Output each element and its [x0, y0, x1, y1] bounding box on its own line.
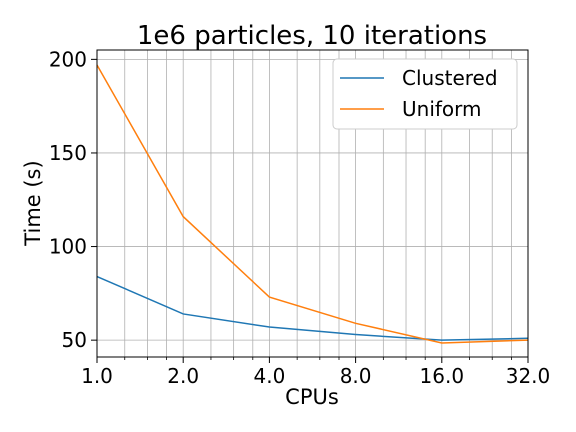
- y-tick-label: 150: [49, 141, 87, 165]
- legend: Clustered Uniform: [332, 58, 518, 130]
- legend-label-uniform: Uniform: [402, 97, 482, 121]
- y-axis-label: Time (s): [21, 160, 45, 246]
- series-line-uniform: [96, 64, 529, 344]
- x-tick-label: 32.0: [506, 364, 551, 388]
- y-tick-label: 100: [49, 235, 87, 259]
- x-tick-label: 16.0: [420, 364, 465, 388]
- plot-frame: [96, 49, 529, 358]
- series-line-clustered: [96, 275, 529, 341]
- chart-title: 1e6 particles, 10 iterations: [137, 21, 487, 51]
- x-tick-label: 2.0: [167, 364, 199, 388]
- series-group: [96, 64, 529, 344]
- legend-label-clustered: Clustered: [402, 66, 498, 90]
- y-tick-label: 50: [62, 328, 87, 352]
- x-axis-label: CPUs: [285, 385, 339, 409]
- ticks-group: 1.0 2.0 4.0 8.0 16.0 32.0 50 100 150 200: [49, 47, 550, 388]
- y-tick-label: 200: [49, 47, 87, 71]
- x-tick-label: 4.0: [253, 364, 285, 388]
- legend-frame: [332, 58, 518, 130]
- x-tick-label: 8.0: [340, 364, 372, 388]
- x-tick-label: 1.0: [81, 364, 113, 388]
